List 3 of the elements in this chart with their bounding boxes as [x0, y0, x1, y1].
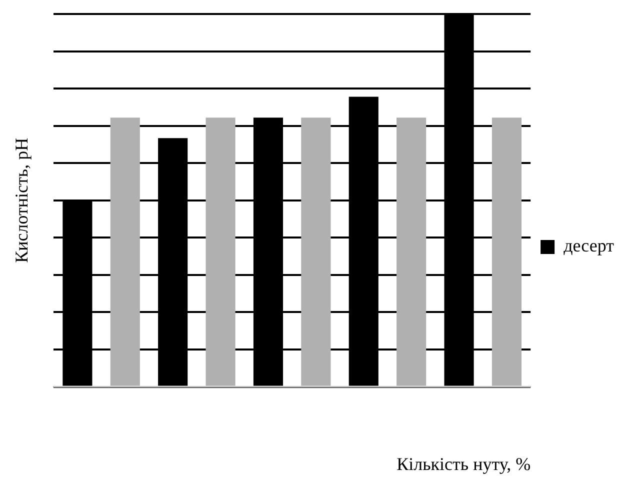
- y-axis-title: Кислотність, pH: [12, 138, 32, 263]
- legend-label: десерт: [564, 236, 614, 256]
- x-axis-title: Кількість нуту, %: [396, 454, 531, 474]
